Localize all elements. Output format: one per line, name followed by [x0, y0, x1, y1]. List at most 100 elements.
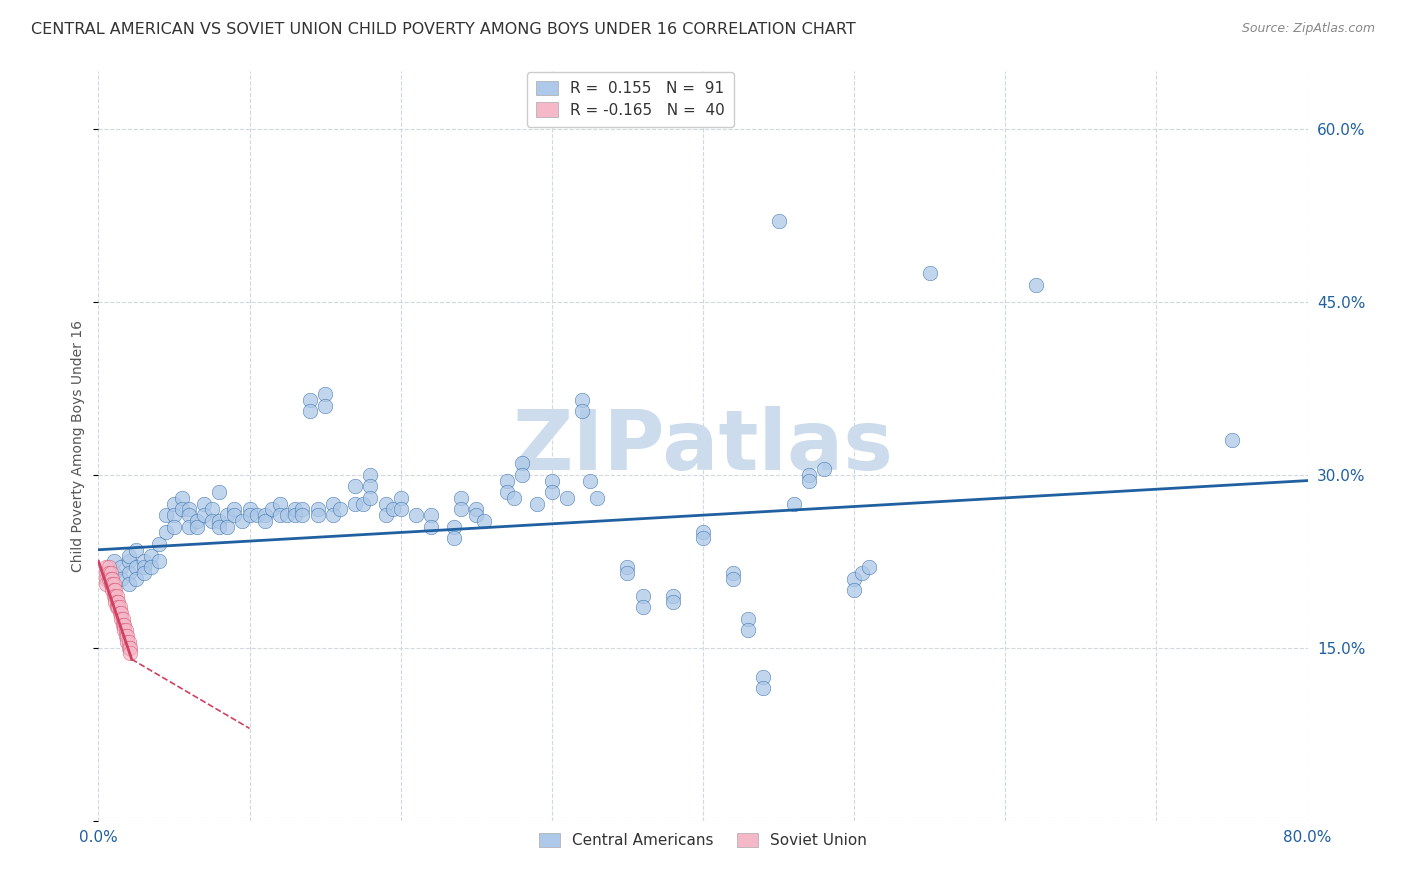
- Point: [631, 600, 654, 615]
- Point: [616, 566, 638, 580]
- Point: [389, 502, 412, 516]
- Point: [450, 491, 472, 505]
- Point: [179, 508, 201, 523]
- Point: [246, 508, 269, 523]
- Text: CENTRAL AMERICAN VS SOVIET UNION CHILD POVERTY AMONG BOYS UNDER 16 CORRELATION C: CENTRAL AMERICAN VS SOVIET UNION CHILD P…: [31, 22, 856, 37]
- Point: [115, 635, 138, 649]
- Point: [103, 554, 125, 568]
- Point: [276, 508, 298, 523]
- Point: [103, 577, 125, 591]
- Point: [239, 502, 262, 516]
- Point: [201, 502, 224, 516]
- Point: [405, 508, 427, 523]
- Point: [111, 617, 134, 632]
- Point: [94, 577, 117, 591]
- Point: [170, 502, 193, 516]
- Point: [118, 577, 141, 591]
- Point: [661, 594, 683, 608]
- Point: [208, 485, 231, 500]
- Point: [148, 554, 170, 568]
- Point: [692, 531, 714, 545]
- Point: [186, 519, 208, 533]
- Text: Source: ZipAtlas.com: Source: ZipAtlas.com: [1241, 22, 1375, 36]
- Point: [1220, 434, 1243, 448]
- Point: [208, 519, 231, 533]
- Point: [224, 508, 246, 523]
- Point: [495, 474, 517, 488]
- Point: [201, 514, 224, 528]
- Point: [284, 502, 307, 516]
- Point: [269, 497, 291, 511]
- Point: [98, 560, 121, 574]
- Point: [118, 635, 141, 649]
- Point: [465, 502, 488, 516]
- Point: [616, 560, 638, 574]
- Point: [284, 508, 307, 523]
- Point: [472, 514, 495, 528]
- Point: [360, 479, 382, 493]
- Point: [314, 387, 336, 401]
- Point: [114, 629, 136, 643]
- Point: [101, 577, 124, 591]
- Point: [103, 589, 125, 603]
- Point: [132, 560, 155, 574]
- Point: [299, 404, 322, 418]
- Point: [110, 572, 132, 586]
- Point: [118, 566, 141, 580]
- Point: [661, 589, 683, 603]
- Point: [110, 612, 132, 626]
- Point: [110, 560, 132, 574]
- Point: [108, 606, 131, 620]
- Point: [148, 537, 170, 551]
- Point: [723, 566, 745, 580]
- Point: [104, 594, 127, 608]
- Point: [98, 566, 121, 580]
- Point: [737, 612, 759, 626]
- Point: [108, 600, 131, 615]
- Point: [360, 491, 382, 505]
- Point: [100, 566, 122, 580]
- Point: [578, 474, 600, 488]
- Point: [918, 266, 941, 280]
- Point: [1024, 277, 1046, 292]
- Point: [307, 508, 329, 523]
- Point: [723, 572, 745, 586]
- Point: [420, 519, 443, 533]
- Point: [163, 519, 186, 533]
- Point: [118, 554, 141, 568]
- Point: [374, 497, 396, 511]
- Point: [125, 572, 148, 586]
- Point: [104, 589, 127, 603]
- Point: [231, 514, 253, 528]
- Point: [752, 681, 775, 695]
- Point: [291, 502, 314, 516]
- Point: [193, 497, 215, 511]
- Point: [571, 392, 593, 407]
- Point: [322, 508, 344, 523]
- Point: [329, 502, 352, 516]
- Point: [540, 474, 562, 488]
- Point: [858, 560, 880, 574]
- Point: [443, 519, 465, 533]
- Point: [299, 392, 322, 407]
- Point: [797, 474, 820, 488]
- Point: [752, 669, 775, 683]
- Point: [291, 508, 314, 523]
- Point: [105, 589, 128, 603]
- Point: [503, 491, 526, 505]
- Point: [239, 508, 262, 523]
- Point: [186, 514, 208, 528]
- Point: [783, 497, 806, 511]
- Point: [420, 508, 443, 523]
- Point: [495, 485, 517, 500]
- Point: [101, 583, 124, 598]
- Point: [120, 647, 142, 661]
- Point: [98, 572, 121, 586]
- Point: [215, 508, 238, 523]
- Point: [94, 572, 117, 586]
- Point: [215, 519, 238, 533]
- Point: [125, 542, 148, 557]
- Point: [253, 508, 276, 523]
- Point: [105, 594, 128, 608]
- Point: [112, 624, 135, 638]
